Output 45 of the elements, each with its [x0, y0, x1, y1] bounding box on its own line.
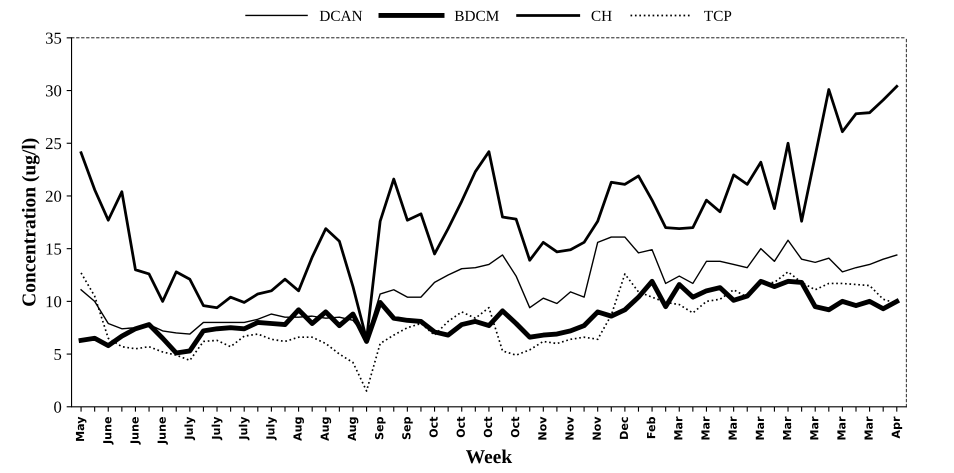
y-tick-label: 10: [46, 296, 62, 308]
y-tick-label: 20: [46, 190, 62, 202]
x-tick-label: Nov: [592, 416, 601, 440]
x-tick-label: May: [76, 416, 86, 441]
x-tick-label: Aug: [348, 417, 358, 441]
y-axis-title: Concentration (ug/l): [22, 138, 40, 306]
x-tick-label: July: [184, 416, 196, 440]
x-tick-label: Oct: [484, 416, 492, 438]
x-tick-label: Aug: [320, 417, 332, 441]
x-tick-label: Oct: [510, 416, 520, 438]
x-tick-label: July: [212, 416, 222, 440]
x-tick-label: Nov: [538, 416, 547, 440]
x-tick-label: Mar: [810, 416, 818, 440]
x-tick-label: Aug: [293, 417, 304, 441]
x-tick-label: Mar: [674, 416, 682, 440]
legend-label: BDCM: [454, 10, 499, 21]
x-tick-label: Oct: [456, 416, 465, 438]
x-tick-label: June: [130, 417, 141, 445]
y-tick-label: 15: [46, 243, 62, 255]
x-tick-label: Dec: [620, 417, 628, 439]
x-tick-label: Apr: [892, 416, 902, 438]
x-tick-label: June: [158, 417, 168, 445]
x-tick-label: Oct: [429, 416, 438, 438]
x-tick-label: Mar: [864, 416, 873, 440]
x-tick-label: June: [103, 417, 114, 445]
x-tick-label: Nov: [565, 416, 574, 440]
x-tick-label: July: [266, 416, 277, 440]
x-tick-label: Mar: [701, 416, 710, 440]
x-tick-label: Mar: [837, 416, 846, 440]
x-tick-label: Mar: [728, 416, 737, 440]
y-tick-label: 35: [46, 32, 62, 44]
x-axis-title: Week: [466, 450, 512, 464]
legend-label: TCP: [704, 10, 732, 21]
legend-label: DCAN: [320, 10, 362, 21]
y-tick-label: 0: [54, 401, 62, 413]
x-tick-label: Sep: [374, 417, 386, 440]
x-tick-label: July: [238, 416, 250, 440]
y-tick-label: 5: [54, 348, 62, 360]
x-tick-label: Sep: [402, 417, 413, 440]
x-tick-label: Mar: [782, 416, 792, 440]
legend-label: CH: [592, 10, 612, 21]
x-tick-label: Mar: [756, 416, 764, 440]
y-tick-label: 30: [46, 85, 62, 96]
y-tick-label: 25: [46, 138, 62, 150]
x-tick-label: Feb: [646, 417, 656, 438]
